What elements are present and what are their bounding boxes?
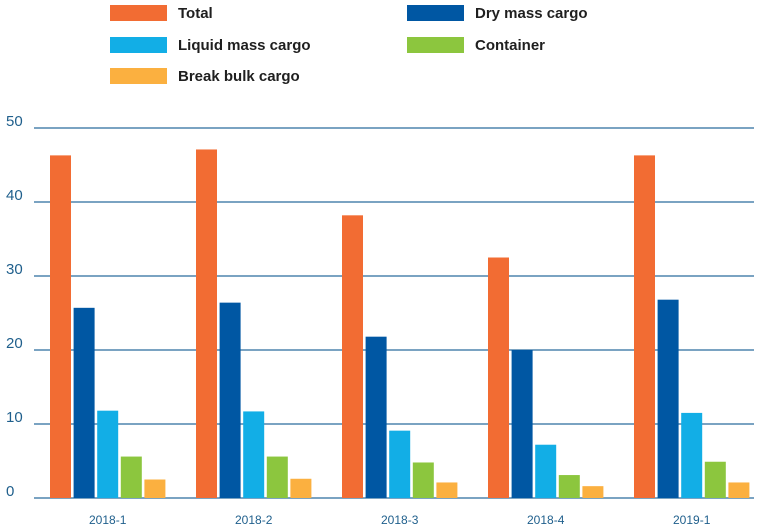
bar-dry-mass-cargo-2018-4 [511,350,533,498]
legend-item: Dry mass cargo [407,5,588,22]
y-tick-label: 0 [6,483,14,500]
bar-liquid-mass-cargo-2018-4 [535,444,557,498]
legend-swatch [110,68,167,84]
y-tick-label: 10 [6,409,23,426]
bar-liquid-mass-cargo-2019-1 [681,412,703,498]
legend-item: Total [110,5,213,22]
bar-dry-mass-cargo-2019-1 [657,299,679,498]
bar-dry-mass-cargo-2018-1 [73,307,95,498]
legend-swatch [407,5,464,21]
bar-container-2019-1 [704,461,726,498]
bars [50,149,750,498]
legend-label: Break bulk cargo [178,68,300,85]
bar-total-2019-1 [634,155,655,498]
bar-container-2018-4 [558,475,580,498]
legend-swatch [407,37,464,53]
legend-label: Liquid mass cargo [178,37,311,54]
y-tick-label: 30 [6,261,23,278]
legend: Total Dry mass cargo Liquid mass cargo Cont… [110,5,588,85]
bar-total-2018-1 [50,155,71,498]
bar-break-bulk-cargo-2018-2 [290,478,312,498]
bar-break-bulk-cargo-2018-4 [582,486,604,498]
x-tick-label: 2018-2 [235,513,273,527]
legend-item: Break bulk cargo [110,68,300,85]
legend-item: Liquid mass cargo [110,37,311,54]
bar-break-bulk-cargo-2019-1 [728,482,750,498]
legend-swatch [110,37,167,53]
bar-total-2018-4 [488,257,509,498]
bar-liquid-mass-cargo-2018-1 [97,410,119,498]
y-tick-label: 50 [6,113,23,130]
y-tick-label: 40 [6,187,23,204]
bar-container-2018-3 [412,462,434,498]
bar-liquid-mass-cargo-2018-2 [243,411,265,498]
legend-label: Total [178,5,213,22]
x-axis-ticks: 2018-1 2018-2 2018-3 2018-4 2019-1 [89,513,711,527]
legend-swatch [110,5,167,21]
y-axis-ticks: 0 10 20 30 40 50 [6,113,23,500]
bar-break-bulk-cargo-2018-1 [144,479,166,498]
bar-dry-mass-cargo-2018-2 [219,302,241,498]
y-tick-label: 20 [6,335,23,352]
x-tick-label: 2018-3 [381,513,419,527]
bar-container-2018-2 [266,456,288,498]
legend-label: Dry mass cargo [475,5,588,22]
legend-item: Container [407,37,545,54]
bar-total-2018-3 [342,215,363,498]
bar-liquid-mass-cargo-2018-3 [389,430,411,498]
legend-label: Container [475,37,545,54]
x-tick-label: 2018-4 [527,513,565,527]
bar-dry-mass-cargo-2018-3 [365,336,387,498]
bar-total-2018-2 [196,149,217,498]
bar-break-bulk-cargo-2018-3 [436,482,458,498]
bar-container-2018-1 [120,456,142,498]
x-tick-label: 2019-1 [673,513,711,527]
x-tick-label: 2018-1 [89,513,127,527]
